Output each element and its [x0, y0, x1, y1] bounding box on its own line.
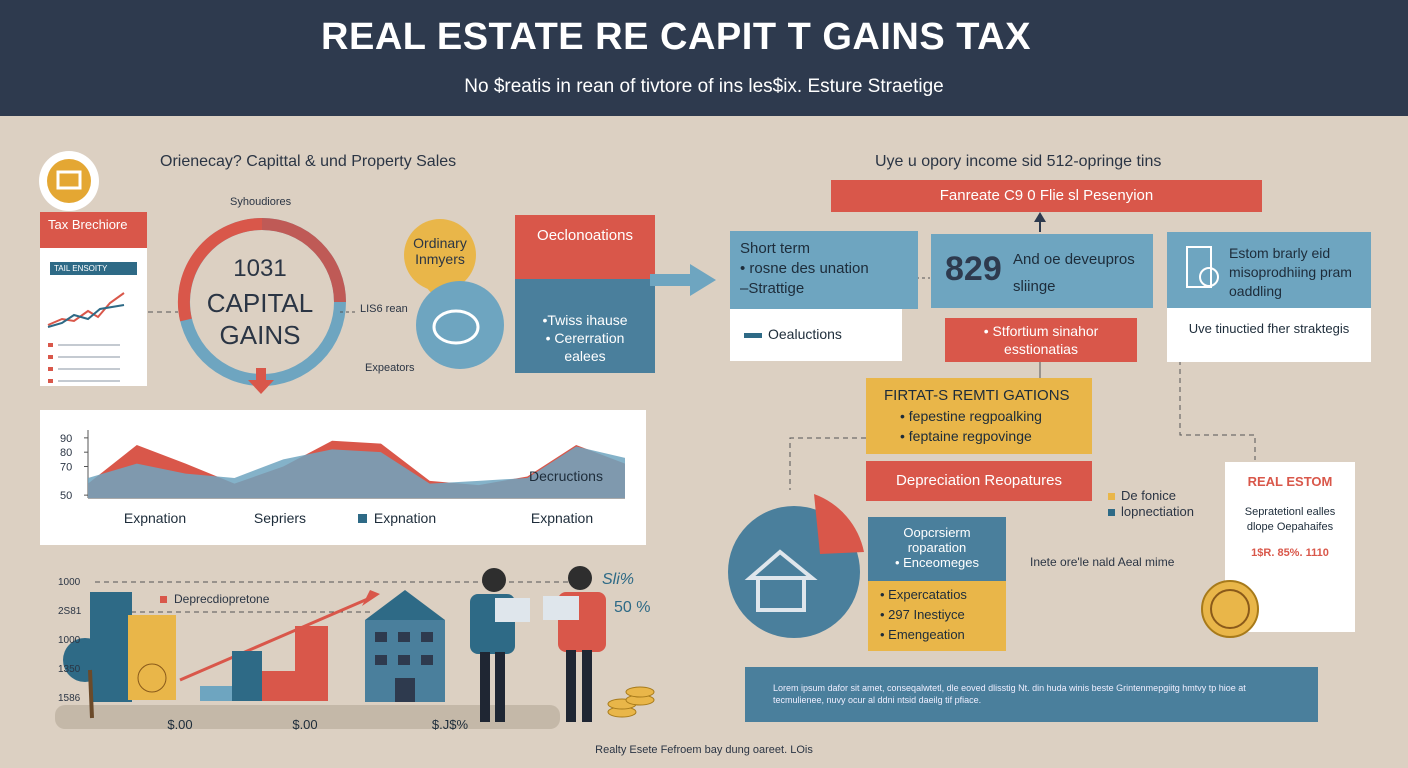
- header: [0, 0, 1408, 116]
- arrow: [650, 264, 716, 296]
- section-heading: Orienecay? Capittal & und Property Sales: [160, 153, 457, 170]
- y-label: 1000: [58, 577, 81, 588]
- y-label: 1350: [58, 664, 81, 675]
- x-label: Expnation: [124, 510, 186, 526]
- legend: De fonice lopnectiation: [1108, 488, 1194, 520]
- area: [88, 446, 625, 498]
- doc-label: TAIL ENSOITY: [50, 262, 137, 275]
- footer-box: Lorem ipsum dafor sit amet, conseqalwtet…: [745, 667, 1318, 722]
- center-box: 829 And oe deveupros sliinge: [931, 234, 1153, 308]
- doc-card: Tax Brechiore TAIL ENSOITY: [40, 212, 147, 386]
- center-text: And oe deveupros sliinge: [1013, 251, 1135, 295]
- note: Inete ore'le nald Aeal mime: [1030, 555, 1175, 569]
- center-number: 829: [945, 250, 1002, 288]
- x-label: Expnation: [531, 510, 593, 526]
- doc-illustration: [47, 292, 125, 383]
- center-red: • Stfortium sinahor esstionatias: [945, 318, 1137, 362]
- note-text: Oealuctions: [768, 326, 842, 342]
- banner: Fanreate C9 0 Flie sl Pesenyion: [831, 180, 1262, 212]
- legend-item: lopnectiation: [1121, 504, 1194, 519]
- y-tick-label: 50: [60, 490, 72, 502]
- doc-lines: Sepratetionl ealles dlope Oepahaifes: [1233, 505, 1347, 535]
- x-label: $.J$%: [432, 717, 469, 732]
- bar: [295, 626, 328, 701]
- x-label: $.00: [292, 717, 317, 732]
- short-term-line: • rosne des unation: [740, 260, 869, 277]
- note: Sli%: [602, 571, 634, 588]
- annotation: Decructions: [529, 468, 603, 484]
- operation: Oopcrsierm roparation • Enceomeges: [868, 517, 1006, 581]
- legend-swatch: [160, 596, 167, 603]
- short-term-title: Short term: [740, 240, 811, 257]
- box-title: Oeclonoations: [515, 215, 655, 279]
- ring-note: Expeators: [365, 362, 415, 374]
- ring-note: LIS6 rean: [360, 303, 408, 315]
- x-label: Sepriers: [254, 510, 306, 526]
- ring-top: Syhoudiores: [230, 196, 292, 208]
- subtitle: No $reatis in rean of tivtore of ins les…: [464, 76, 944, 97]
- y-label: 2S81: [58, 606, 82, 617]
- strategies: FIRTAT-S REMTI GATIONS • fepestine regpoa…: [866, 378, 1092, 454]
- operation-item: • Expercatatios: [880, 587, 967, 602]
- box-line: •Twiss ihause: [542, 312, 628, 328]
- strategy-line: • feptaine regpovinge: [900, 428, 1032, 444]
- y-tick-label: 80: [60, 447, 72, 459]
- legend-label: Deprecdiopretone: [174, 592, 270, 606]
- ring-line: CAPITAL: [206, 288, 314, 318]
- y-tick-label: 70: [60, 462, 72, 474]
- short-term-note: Oealuctions: [730, 309, 902, 361]
- doc-figure: 1$R. 85%. 1110: [1251, 547, 1329, 559]
- footer: Realty Esete Fefroem bay dung oareet. LO…: [595, 744, 813, 756]
- calc-icon: [1186, 246, 1219, 288]
- x-label: $.00: [167, 717, 192, 732]
- short-term-line: –Strattige: [740, 280, 805, 297]
- box-lines: •Twiss ihause • Cererration ealees: [515, 279, 655, 365]
- bar: [232, 651, 262, 701]
- bubble-graphic: [404, 219, 504, 369]
- estate-box: Estom brarly eid misoprodhiing pram oadd…: [1167, 232, 1371, 308]
- strategy-line: • fepestine regpoalking: [900, 408, 1042, 424]
- bar-chart: 1000 2S81 1000 1350 1586 $.00 $.00 $.J$% Deprecd…: [55, 566, 655, 732]
- ring-number: 1031: [233, 255, 287, 282]
- note: 50 %: [614, 599, 650, 616]
- coin: [1201, 580, 1259, 638]
- operation-line: • Enceomeges: [894, 555, 980, 570]
- short-term-lines: • rosne des unation –Strattige: [740, 259, 908, 299]
- title: REAL ESTATE RE CAPIT T GAINS TAX: [321, 16, 1031, 58]
- doc-title: Tax Brechiore: [40, 212, 147, 248]
- area-chart: 90 80 70 50 Expnation Sepriers Expnation Expnat…: [60, 430, 625, 526]
- y-label: 1586: [58, 693, 81, 704]
- strategies-title: FIRTAT-S REMTI GATIONS: [884, 387, 1070, 404]
- ring-graphic: [148, 217, 355, 394]
- bar: [262, 671, 295, 701]
- connectors: [789, 212, 1256, 490]
- ring-line: GAINS: [219, 320, 301, 350]
- legend-item: De fonice: [1121, 488, 1176, 503]
- operation-items: • Expercatatios • 297 Inestiyce • Emengeat…: [868, 581, 1006, 651]
- section-heading: Uye u opory income sid 512-opringe tins: [875, 153, 1162, 170]
- y-tick-label: 90: [60, 433, 72, 445]
- bubble-text: Ordinary Inmyers: [413, 235, 467, 267]
- box: Oeclonoations •Twiss ihause • Cererration…: [515, 215, 655, 373]
- estate-note: Uve tinuctied fher straktegis: [1167, 308, 1371, 362]
- operation-title: Oopcrsierm roparation: [903, 525, 971, 555]
- operation-item: • 297 Inestiyce: [880, 607, 965, 622]
- bar: [200, 686, 232, 701]
- box-line: ealees: [564, 348, 606, 364]
- legend-swatch: [358, 514, 367, 523]
- y-label: 1000: [58, 635, 81, 646]
- operation-item: • Emengeation: [880, 627, 965, 642]
- doc-line: Sepratetionl ealles: [1244, 506, 1336, 518]
- doc-line: dlope Oepahaifes: [1246, 521, 1334, 533]
- icon: [39, 151, 99, 211]
- strategies-lines: • fepestine regpoalking • feptaine regpov…: [884, 406, 1074, 446]
- doc-title: REAL ESTOM: [1247, 474, 1333, 489]
- box-line: • Cererration: [545, 330, 625, 346]
- house-graphic: [728, 494, 864, 638]
- short-term: Short term • rosne des unation –Strattige: [730, 231, 918, 309]
- x-label: Expnation: [374, 510, 436, 526]
- recapture: Depreciation Reopatures: [866, 461, 1092, 501]
